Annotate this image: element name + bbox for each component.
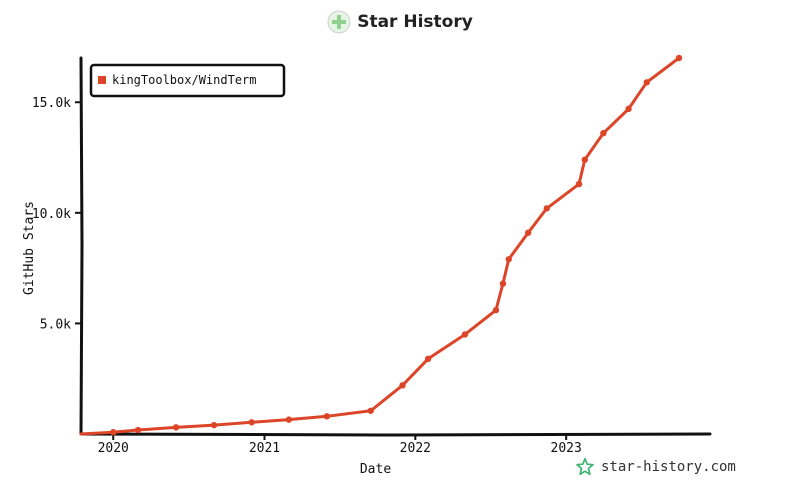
legend-label: kingToolbox/WindTerm bbox=[112, 73, 257, 87]
data-point bbox=[248, 419, 255, 426]
x-tick-label: 2020 bbox=[98, 441, 129, 456]
data-point bbox=[134, 426, 142, 434]
data-point bbox=[424, 355, 432, 362]
brand-watermark[interactable]: star-history.com bbox=[575, 457, 736, 477]
x-axis-label: Date bbox=[360, 462, 391, 477]
data-point bbox=[172, 424, 180, 431]
legend-box bbox=[89, 63, 286, 98]
data-point bbox=[675, 54, 683, 62]
data-point bbox=[581, 156, 588, 163]
x-tick-label: 2022 bbox=[400, 441, 431, 456]
data-point bbox=[499, 280, 507, 287]
y-tick-label: 15.0k bbox=[32, 96, 71, 111]
data-point bbox=[399, 382, 406, 389]
data-point bbox=[505, 256, 512, 263]
data-point bbox=[643, 79, 650, 86]
star-outline-icon bbox=[576, 457, 594, 476]
chart-title-text: Star History bbox=[357, 12, 473, 32]
data-point bbox=[625, 105, 632, 113]
data-point bbox=[575, 180, 583, 188]
data-point bbox=[461, 331, 469, 338]
legend-swatch bbox=[98, 76, 106, 84]
data-point bbox=[285, 416, 293, 423]
data-point bbox=[524, 229, 532, 236]
y-tick-label: 5.0k bbox=[40, 317, 71, 332]
series-line bbox=[79, 56, 681, 436]
data-point bbox=[323, 413, 331, 420]
chart-title: Star History bbox=[0, 10, 800, 34]
brand-text: star-history.com bbox=[601, 459, 736, 475]
data-point bbox=[210, 421, 218, 429]
x-axis bbox=[79, 432, 712, 437]
x-tick-label: 2021 bbox=[249, 441, 280, 456]
y-axis bbox=[79, 56, 84, 436]
data-point bbox=[110, 429, 117, 436]
y-tick-label: 10.0k bbox=[32, 207, 71, 222]
data-point bbox=[367, 407, 374, 414]
data-point bbox=[543, 205, 550, 212]
y-axis-label: GitHub Stars bbox=[22, 201, 37, 295]
x-tick-label: 2023 bbox=[551, 441, 582, 456]
star-history-logo-icon bbox=[327, 10, 351, 34]
data-point bbox=[492, 306, 500, 314]
data-point bbox=[600, 130, 607, 137]
